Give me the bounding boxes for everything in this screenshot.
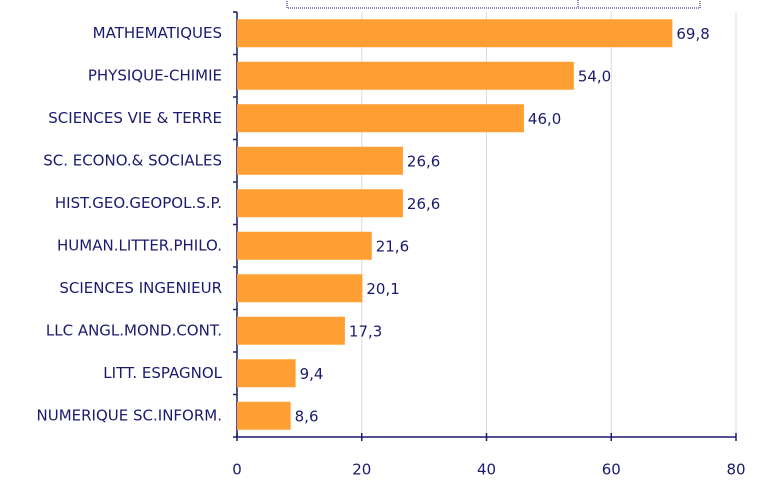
x-tick-label: 40 <box>477 461 496 479</box>
bar <box>237 401 291 430</box>
value-label: 20,1 <box>366 280 399 298</box>
y-tick-label: HIST.GEO.GEOPOL.S.P. <box>55 194 222 212</box>
value-label: 17,3 <box>349 322 382 340</box>
y-tick-label: SCIENCES INGENIEUR <box>59 279 222 297</box>
y-tick-label: LITT. ESPAGNOL <box>103 364 222 382</box>
value-label: 26,6 <box>407 152 440 170</box>
value-label: 8,6 <box>295 407 319 425</box>
bar <box>237 61 574 90</box>
x-tick-label: 20 <box>352 461 371 479</box>
value-label: 69,8 <box>676 25 709 43</box>
bar <box>237 146 403 175</box>
y-tick-label: NUMERIQUE SC.INFORM. <box>37 406 222 424</box>
y-tick-label: HUMAN.LITTER.PHILO. <box>57 236 222 254</box>
y-tick-label: SC. ECONO.& SOCIALES <box>43 151 222 169</box>
y-tick-label: MATHEMATIQUES <box>93 24 222 42</box>
value-label: 9,4 <box>300 365 324 383</box>
bar <box>237 104 524 133</box>
value-label: 26,6 <box>407 195 440 213</box>
value-label: 21,6 <box>376 237 409 255</box>
x-tick-label: 60 <box>602 461 621 479</box>
value-label: 54,0 <box>578 67 611 85</box>
bar <box>237 231 372 260</box>
x-tick-label: 80 <box>726 461 745 479</box>
y-tick-label: SCIENCES VIE & TERRE <box>48 109 222 127</box>
bar <box>237 316 345 345</box>
value-label: 46,0 <box>528 110 561 128</box>
bar <box>237 19 673 48</box>
y-tick-label: PHYSIQUE-CHIMIE <box>88 66 222 84</box>
legend-box <box>286 0 701 9</box>
y-tick-label: LLC ANGL.MOND.CONT. <box>46 321 222 339</box>
bar <box>237 189 403 218</box>
bar <box>237 274 363 303</box>
bar <box>237 359 296 388</box>
x-tick-label: 0 <box>232 461 242 479</box>
